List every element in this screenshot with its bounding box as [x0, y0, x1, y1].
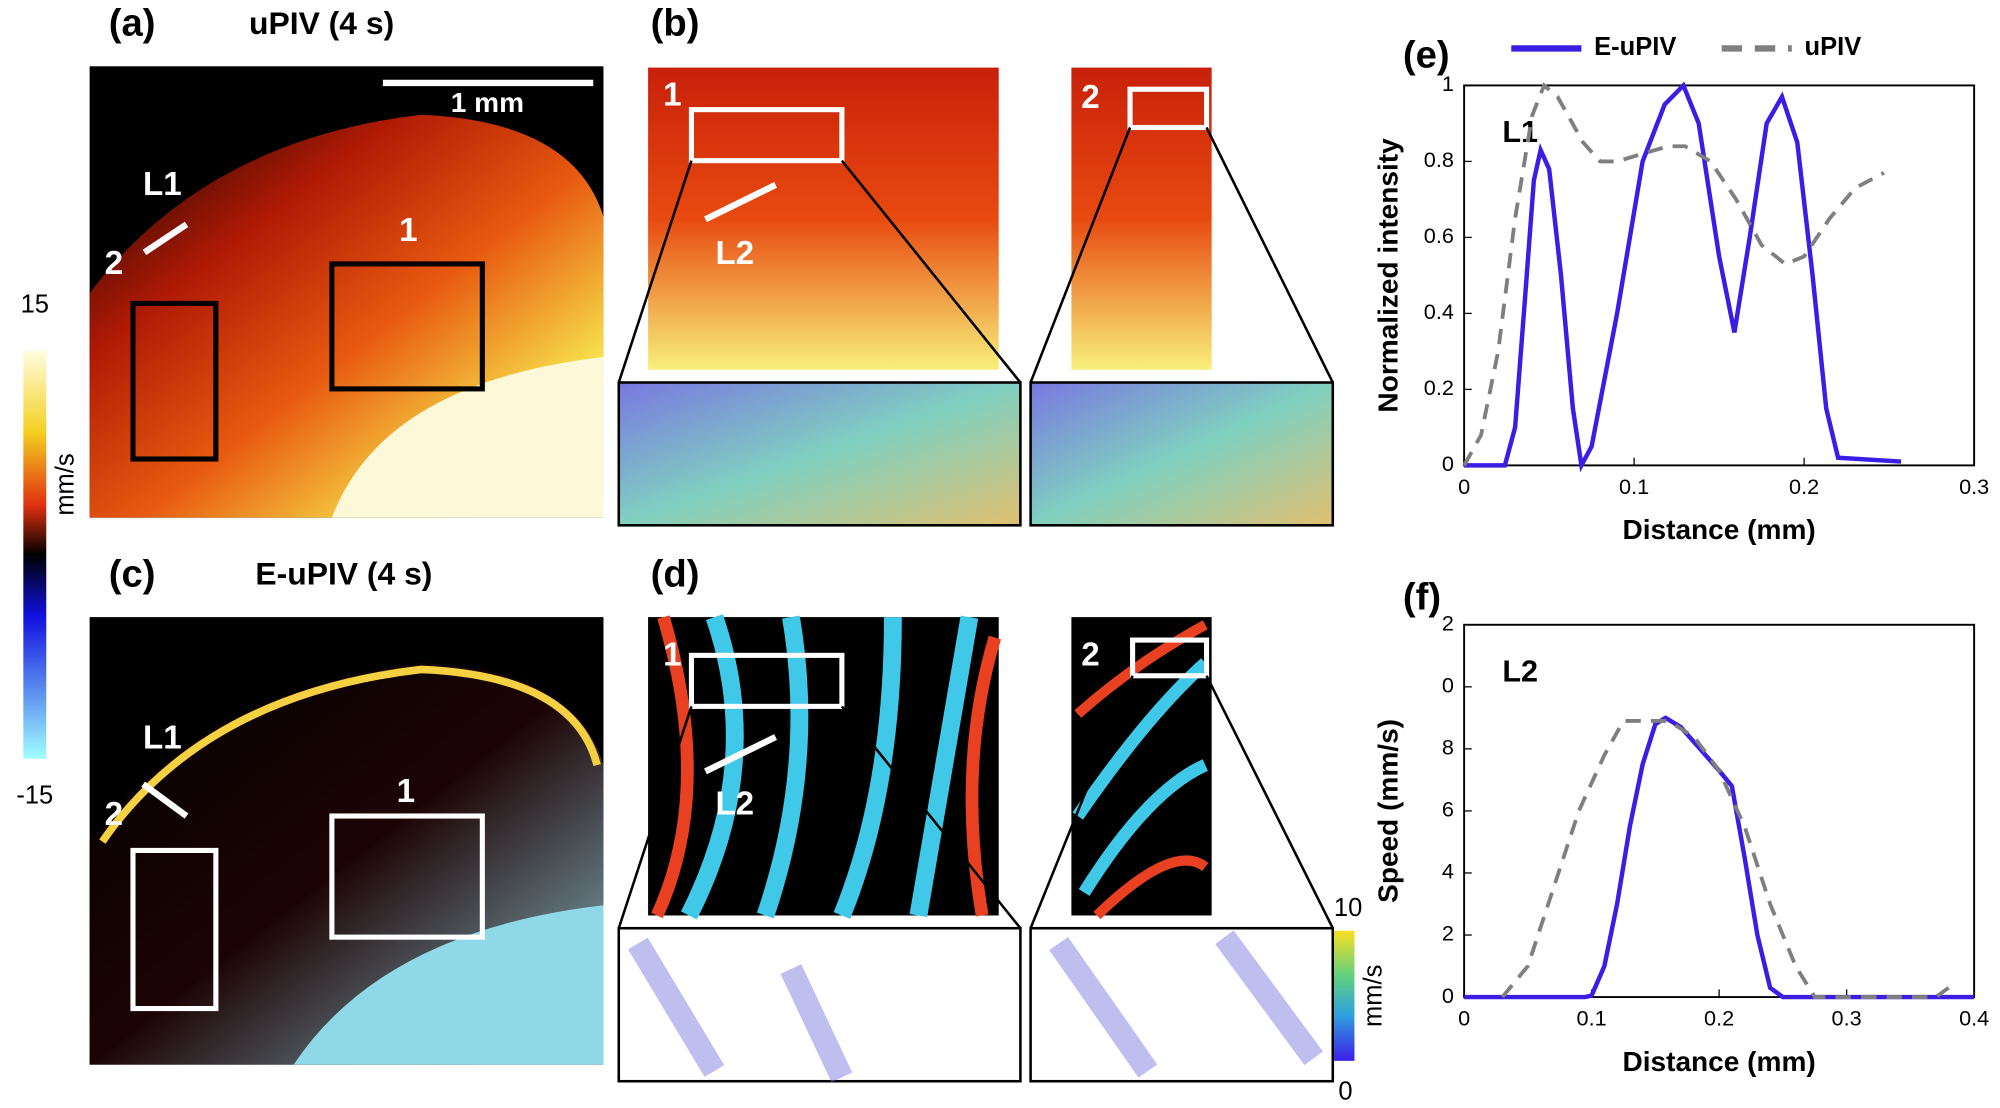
- line-label: L2: [715, 786, 754, 823]
- x-tick-label: 0.4: [1959, 1006, 1989, 1031]
- colorbar-label: 0: [1338, 1077, 1352, 1105]
- plot-frame: [1463, 623, 1976, 999]
- series-line: [1500, 718, 1950, 999]
- panel-label: (e): [1403, 33, 1450, 76]
- image-c-core: [293, 905, 604, 1065]
- panel-label: (f): [1403, 575, 1441, 618]
- x-tick-label: 0: [1458, 474, 1470, 499]
- y-tick-label: 2: [1442, 921, 1454, 946]
- roi-label: 2: [1081, 636, 1099, 673]
- image-d-vessel: [1074, 620, 1209, 920]
- x-tick-label: 0.1: [1577, 1006, 1607, 1031]
- colorbar-label: -15: [16, 782, 53, 810]
- panel-title: uPIV (4 s): [249, 5, 394, 41]
- colorbar-label: 15: [21, 291, 49, 319]
- roi-box: [130, 300, 219, 462]
- y-tick-label: 0.6: [1424, 223, 1454, 248]
- y-axis-label: Speed (mm/s): [1373, 719, 1404, 903]
- x-axis-label: Distance (mm): [1622, 1046, 1815, 1077]
- roi-box: [329, 261, 485, 392]
- roi-label: 1: [397, 773, 415, 810]
- profile-line: [704, 182, 777, 223]
- roi-label: 1: [663, 636, 681, 673]
- series-line: [1464, 81, 1902, 473]
- roi-box: [130, 847, 219, 1012]
- roi-box: [329, 813, 485, 940]
- x-tick-label: 0.3: [1959, 474, 1989, 499]
- colorbar: [23, 350, 47, 759]
- line-label: L1: [143, 166, 182, 203]
- roi-label: 1: [399, 212, 417, 249]
- roi-label: 2: [105, 796, 123, 833]
- x-tick-label: 0.3: [1832, 1006, 1862, 1031]
- colorbar-label: 10: [1334, 894, 1362, 922]
- y-tick-label: 0: [1442, 673, 1454, 698]
- colorbar-unit: mm/s: [1360, 965, 1388, 1027]
- roi-box: [1130, 637, 1210, 679]
- x-tick-label: 0.2: [1704, 1006, 1734, 1031]
- roi-box: [688, 652, 845, 709]
- panel-label: (b): [651, 2, 700, 45]
- roi-box: [1127, 86, 1210, 131]
- series-line: [1462, 82, 1885, 467]
- profile-line: [704, 734, 777, 775]
- legend-label: E-uPIV: [1594, 33, 1676, 61]
- x-tick-label: 0.2: [1789, 474, 1819, 499]
- vector-field: [617, 381, 1022, 527]
- vector-streak: [628, 930, 1323, 1083]
- y-tick-label: 4: [1442, 859, 1454, 884]
- x-axis-label: Distance (mm): [1622, 514, 1815, 545]
- y-tick-label: 8: [1442, 735, 1454, 760]
- line-label: L2: [715, 235, 754, 272]
- zoom-line: [617, 126, 1334, 384]
- y-tick-label: 0.2: [1424, 375, 1454, 400]
- roi-box: [688, 107, 845, 164]
- image-d-vessel: [651, 615, 1002, 919]
- zoom-line: [617, 675, 1334, 930]
- y-tick-label: 6: [1442, 797, 1454, 822]
- y-tick-label: 1: [1442, 71, 1454, 96]
- scale-label: 1 mm: [451, 87, 524, 118]
- profile-line: [142, 221, 189, 256]
- plot-frame: [1463, 84, 1976, 467]
- roi-label: 2: [1081, 79, 1099, 116]
- image-c-vessel: [99, 665, 601, 844]
- x-tick-label: 0.1: [1619, 474, 1649, 499]
- y-tick-label: 0.8: [1424, 147, 1454, 172]
- series-line: [1464, 715, 1975, 1000]
- line-label: L1: [143, 719, 182, 756]
- y-tick-label: 0: [1442, 451, 1454, 476]
- annotation: L1: [1502, 115, 1538, 149]
- panel-label: (c): [109, 552, 156, 595]
- vector-field: [1029, 381, 1335, 527]
- y-tick-label: 2: [1442, 610, 1454, 635]
- image-b-1: [648, 67, 999, 370]
- panel-title: E-uPIV (4 s): [255, 556, 432, 592]
- y-tick-label: 0: [1442, 983, 1454, 1008]
- x-tick-label: 0: [1458, 1006, 1470, 1031]
- roi-label: 2: [105, 245, 123, 282]
- profile-line: [141, 781, 189, 819]
- image-d-vessel: [680, 614, 979, 920]
- roi-label: 1: [663, 77, 681, 114]
- image-a-core: [331, 357, 604, 518]
- panel-label: (a): [109, 2, 156, 45]
- y-tick-label: 0.4: [1424, 299, 1454, 324]
- y-axis-label: Normalized intensity: [1373, 138, 1404, 413]
- colorbar: [1334, 930, 1355, 1061]
- panel-label: (d): [651, 552, 700, 595]
- legend-label: uPIV: [1805, 33, 1862, 61]
- colorbar-unit: mm/s: [51, 453, 79, 515]
- annotation: L2: [1502, 654, 1538, 688]
